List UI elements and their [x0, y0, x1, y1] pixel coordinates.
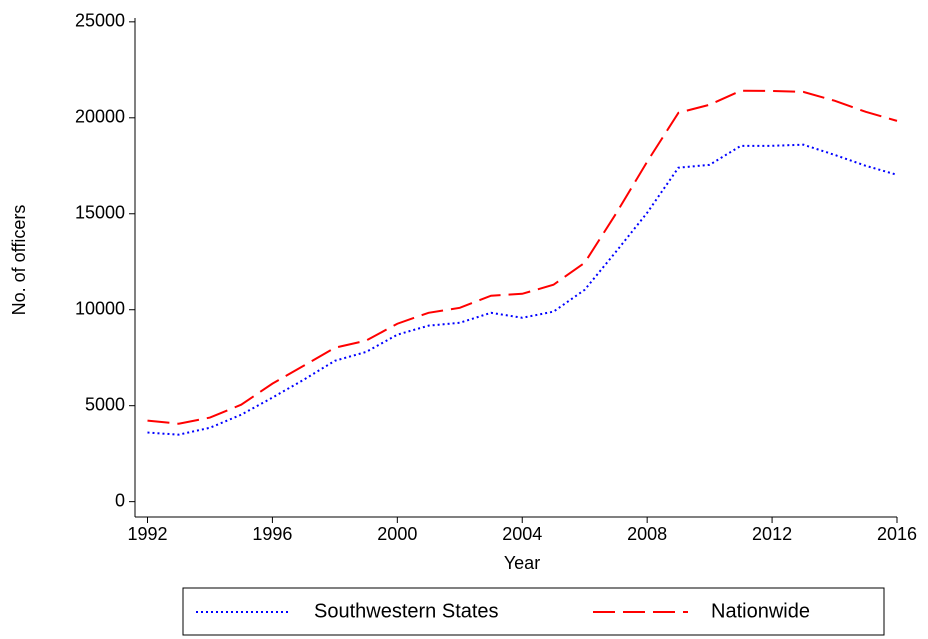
- y-tick-label: 0: [115, 490, 125, 510]
- x-tick-label: 2016: [877, 524, 917, 544]
- x-axis-label: Year: [504, 553, 540, 573]
- y-tick-label: 10000: [75, 298, 125, 318]
- series-line: [147, 143, 898, 436]
- x-tick-label: 2008: [627, 524, 667, 544]
- x-tick-label: 2000: [377, 524, 417, 544]
- x-tick-label: 1992: [127, 524, 167, 544]
- y-tick-label: 20000: [75, 107, 125, 127]
- legend-box: [182, 587, 885, 636]
- x-tick-label: 2012: [752, 524, 792, 544]
- legend-label: Southwestern States: [314, 600, 499, 622]
- x-tick-label: 1996: [252, 524, 292, 544]
- y-axis-label: No. of officers: [9, 205, 29, 316]
- series-line: [147, 89, 898, 425]
- x-tick-label: 2004: [502, 524, 542, 544]
- legend-label: Nationwide: [711, 600, 810, 622]
- y-tick-label: 25000: [75, 11, 125, 31]
- y-tick-label: 5000: [85, 394, 125, 414]
- y-tick-label: 15000: [75, 203, 125, 223]
